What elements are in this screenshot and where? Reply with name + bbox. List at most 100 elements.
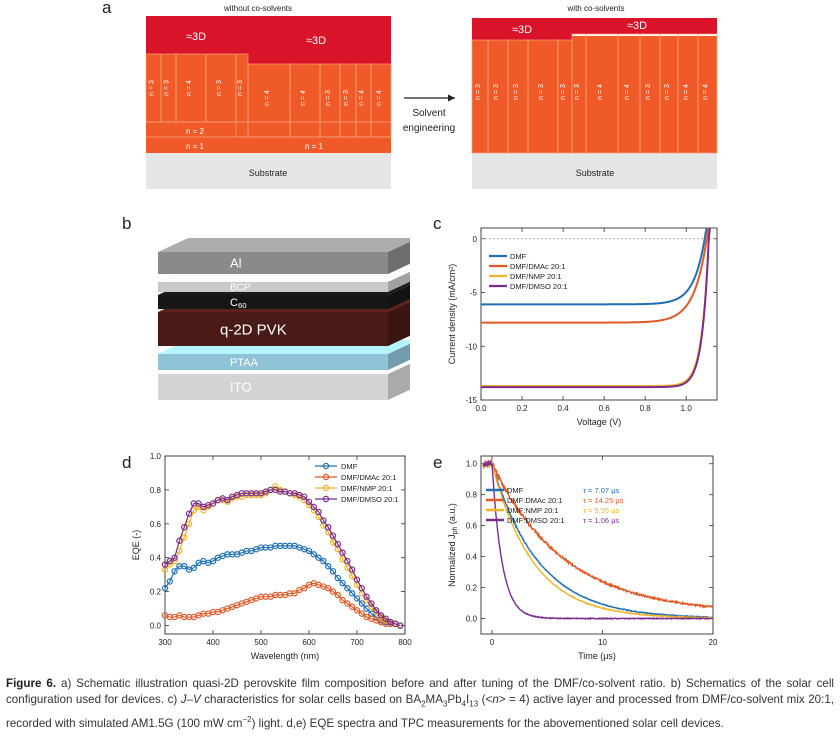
eqe-point (300, 585, 308, 592)
eqe-point (329, 568, 337, 575)
layer-side-face (388, 301, 410, 346)
eqe-point (339, 549, 346, 556)
eqe-point (324, 585, 332, 592)
eqe-point (161, 561, 169, 568)
layer-side-face (388, 343, 410, 370)
left-column-label: n = 3 (149, 80, 156, 96)
layer-label: BCP (230, 283, 251, 294)
eqe-point (185, 520, 193, 528)
tau-label: τ = 1.06 μs (583, 516, 620, 525)
panel-letter-c: c (433, 214, 442, 233)
layer-top-face (158, 238, 410, 252)
eqe-point (339, 596, 346, 604)
plot-frame (480, 227, 718, 401)
eqe-point (315, 554, 322, 561)
legend-label: DMF:DMSO 20:1 (507, 516, 565, 525)
layer-front-face (158, 282, 388, 292)
panel-letter-e: e (433, 453, 443, 472)
right-substrate (472, 153, 717, 189)
left-column-label: n = 3 (164, 80, 171, 96)
left-column-label: n = 3 (343, 90, 350, 106)
eqe-point (161, 585, 169, 592)
panel-b-device-stack: ITO PTAA q-2D PVK C60 BCP Al (158, 238, 410, 400)
left-3d-label-1: ≈3D (186, 31, 206, 43)
layer-label: Al (230, 256, 242, 271)
x-tick-label: 0.2 (516, 404, 528, 413)
panel-letter-b: b (122, 214, 132, 233)
y-tick-label: 0.4 (150, 554, 162, 563)
eqe-point (320, 557, 327, 565)
tpc-trace (482, 460, 714, 620)
eqe-point (368, 600, 375, 607)
layer-label: C60 (230, 297, 247, 310)
x-axis-label: Wavelength (nm) (251, 651, 319, 661)
y-tick-label: 0.8 (150, 486, 162, 495)
right-column-label: n = 3 (664, 84, 671, 100)
layer-front-face (158, 312, 388, 346)
eqe-point (324, 562, 332, 570)
left-column-label: n = 4 (359, 90, 366, 106)
eqe-point (329, 532, 337, 539)
eqe-point (300, 493, 308, 500)
chart-e-tpc: 0 10 20 0.0 0.2 0.4 0.6 0.8 1.0 Time (μs) Normaliz… (447, 455, 718, 661)
x-tick-label: 600 (302, 638, 316, 647)
solvent-arrow-head (448, 94, 455, 102)
panel-a-left-title: without co-solvents (223, 4, 292, 13)
y-tick-label: 0.6 (466, 522, 478, 531)
eqe-point (209, 500, 217, 507)
eqe-point (176, 537, 183, 544)
eqe-point (166, 557, 174, 565)
x-tick-label: 0.4 (558, 404, 570, 413)
chart-c-jv: 0.0 0.2 0.4 0.6 0.8 1.0 0 -5 -10 -15 Voltage (V) Cu… (447, 227, 718, 427)
tpc-trace (482, 458, 714, 610)
eqe-point (353, 595, 361, 602)
eqe-point (348, 603, 356, 611)
x-tick-label: 700 (350, 638, 364, 647)
right-perovskite-body (472, 36, 717, 153)
chart-d-eqe: 300 400 500 600 700 800 0.0 0.2 0.4 0.6 0.8 1.0 Wave… (131, 452, 412, 661)
right-column-label: n = 3 (513, 84, 520, 100)
legend-label: DMF/DMSO 20:1 (510, 282, 568, 291)
eqe-point (353, 576, 361, 583)
left-column-label: n = 4 (264, 90, 271, 106)
y-axis-label: EQE (-) (131, 530, 141, 561)
right-column-label: n = 3 (574, 84, 581, 100)
plot-frame (480, 455, 714, 635)
panel-letter-a: a (102, 0, 112, 17)
left-n2-label: n = 2 (186, 127, 205, 136)
y-tick-label: 0.0 (466, 615, 478, 624)
eqe-point (291, 590, 298, 597)
x-tick-label: 10 (598, 638, 607, 647)
tau-label: τ = 7.07 μs (583, 486, 620, 495)
eqe-point (305, 498, 313, 505)
x-axis-label: Voltage (V) (577, 417, 622, 427)
right-column-label: n = 4 (597, 84, 604, 100)
legend-label: DMF/DMSO 20:1 (341, 495, 399, 504)
eqe-point (339, 579, 346, 587)
tau-label: τ = 14.25 μs (583, 496, 624, 505)
layer-front-face (158, 354, 388, 370)
legend-label: DMF:DMAc 20:1 (507, 496, 562, 505)
y-tick-label: -5 (470, 289, 478, 298)
eqe-point (334, 540, 341, 548)
y-tick-label: 0.2 (466, 584, 478, 593)
eqe-point (329, 588, 337, 595)
right-column-label: n = 4 (683, 84, 690, 100)
x-tick-label: 0.0 (475, 404, 487, 413)
y-tick-label: 0.4 (466, 553, 478, 562)
y-tick-label: -15 (465, 396, 477, 405)
eqe-point (320, 517, 327, 524)
eqe-point (310, 551, 317, 558)
tpc-trace (482, 460, 714, 619)
layer-side-face (388, 363, 410, 400)
eqe-point (181, 562, 188, 570)
right-3d-top-layer (472, 18, 717, 40)
left-column-label: n = 3 (237, 80, 244, 96)
x-tick-label: 500 (254, 638, 268, 647)
jv-curve (481, 227, 711, 389)
right-3d-label-2: ≈3D (627, 20, 647, 32)
legend-label: DMF/DMAc 20:1 (341, 473, 396, 482)
eqe-point (358, 610, 365, 617)
legend-label: DMF/DMAc 20:1 (510, 262, 565, 271)
eqe-point (334, 591, 341, 599)
